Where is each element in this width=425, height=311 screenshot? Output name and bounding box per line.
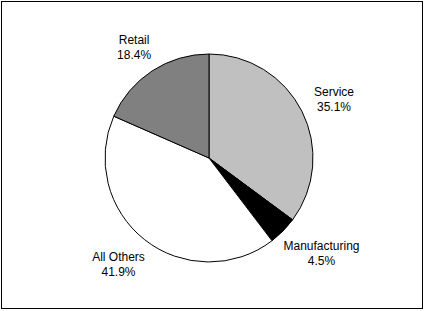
label-category: Retail [119, 33, 150, 47]
label-value: 35.1% [317, 100, 351, 114]
label-value: 18.4% [117, 48, 151, 62]
slices [105, 54, 313, 262]
data-label: Retail18.4% [117, 33, 151, 62]
data-label: Service35.1% [314, 85, 354, 114]
label-category: Manufacturing [284, 239, 360, 253]
chart: Service35.1%Manufacturing4.5%All Others4… [0, 0, 425, 311]
label-category: Service [314, 85, 354, 99]
labels: Service35.1%Manufacturing4.5%All Others4… [92, 33, 359, 279]
frame [2, 2, 423, 309]
label-category: All Others [92, 250, 145, 264]
data-label: Manufacturing4.5% [284, 239, 360, 268]
label-value: 41.9% [101, 265, 135, 279]
data-label: All Others41.9% [92, 250, 145, 279]
slice [114, 54, 209, 158]
label-value: 4.5% [308, 254, 336, 268]
